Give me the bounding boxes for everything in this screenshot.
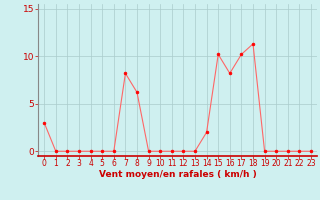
X-axis label: Vent moyen/en rafales ( km/h ): Vent moyen/en rafales ( km/h ): [99, 170, 256, 179]
